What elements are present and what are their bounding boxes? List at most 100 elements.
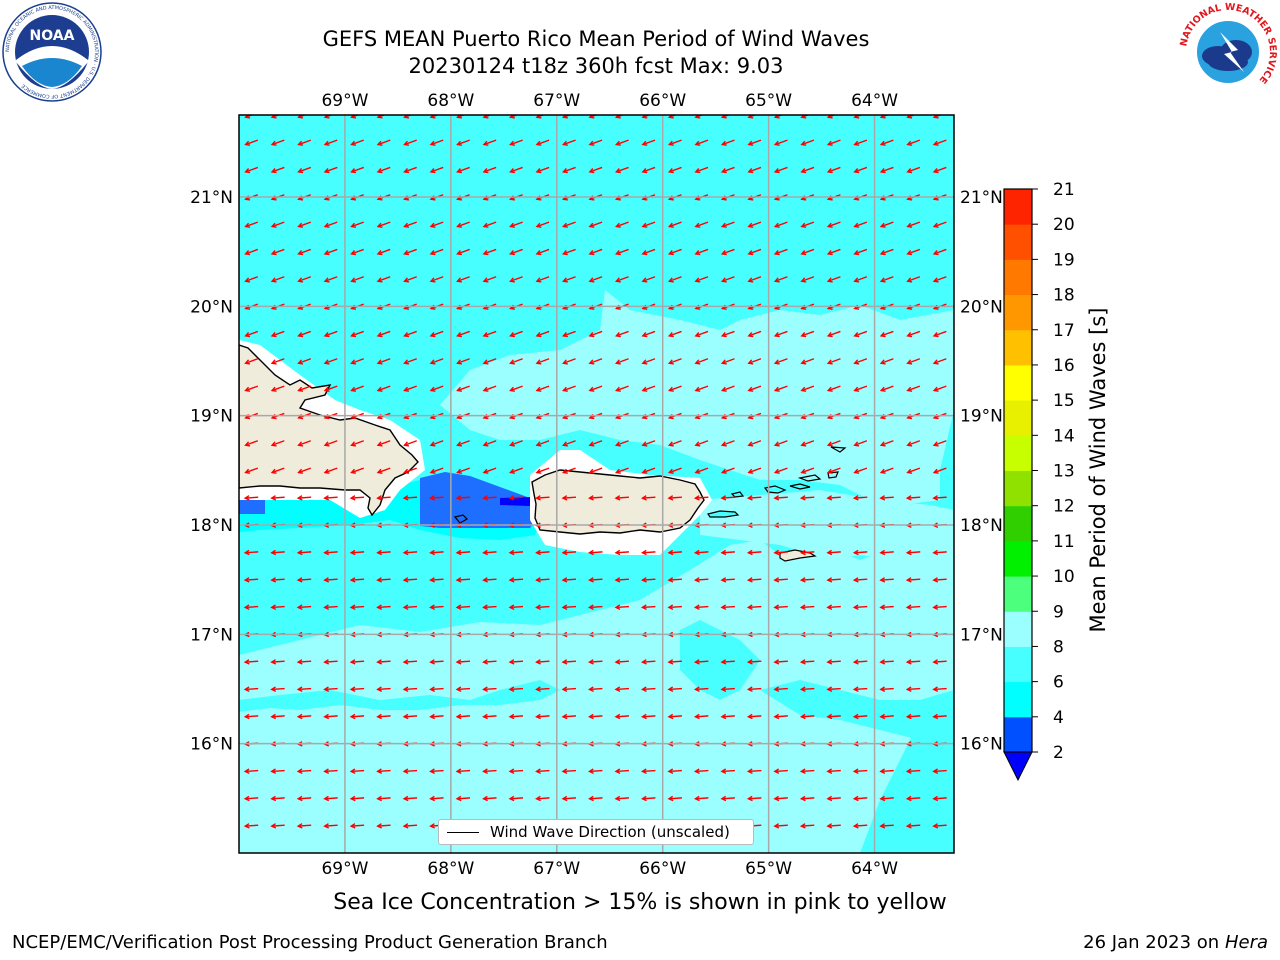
lat-label-right: 20°N <box>960 297 1003 317</box>
direction-arrow <box>614 115 625 119</box>
direction-arrow <box>932 221 947 228</box>
direction-arrow <box>746 549 762 556</box>
lat-label-left: 19°N <box>190 407 233 427</box>
lon-label-top: 67°W <box>533 91 580 111</box>
direction-arrow <box>323 115 334 119</box>
graticule <box>239 115 954 853</box>
direction-arrow <box>614 659 629 665</box>
colorbar-tick-label: 14 <box>1053 426 1075 446</box>
direction-arrow <box>747 358 762 365</box>
direction-arrow <box>773 495 788 501</box>
direction-arrow <box>905 495 921 501</box>
direction-arrow <box>694 166 709 174</box>
direction-arrow <box>720 577 735 583</box>
direction-arrow <box>773 440 788 447</box>
direction-arrow <box>429 276 444 283</box>
direction-arrow <box>562 221 576 228</box>
colorbar-tick-label: 16 <box>1053 356 1075 376</box>
direction-arrow <box>588 467 603 474</box>
direction-arrow <box>270 577 285 583</box>
direction-arrow <box>561 795 577 802</box>
direction-arrow <box>350 221 364 228</box>
direction-arrow <box>509 467 523 474</box>
direction-arrow <box>350 248 364 256</box>
direction-arrow <box>562 467 576 474</box>
direction-arrow <box>826 495 841 501</box>
anegada-island <box>830 446 847 453</box>
direction-arrow <box>667 166 682 174</box>
direction-arrow <box>694 276 709 283</box>
direction-arrow <box>323 495 338 501</box>
colorbar-tick-label: 2 <box>1053 743 1064 763</box>
direction-arrow <box>535 166 550 174</box>
direction-arrow <box>773 166 788 174</box>
direction-arrow <box>720 139 735 146</box>
direction-arrow <box>826 577 841 583</box>
direction-arrow <box>535 330 550 338</box>
direction-arrow <box>800 221 815 228</box>
direction-arrow <box>376 795 391 802</box>
direction-arrow <box>456 467 470 474</box>
direction-arrow <box>747 139 762 146</box>
direction-arrow <box>641 276 656 283</box>
direction-arrow <box>509 166 523 174</box>
direction-arrow <box>456 440 470 447</box>
colorbar-tick-label: 10 <box>1053 567 1075 587</box>
direction-arrow <box>402 768 418 774</box>
direction-arrow <box>800 385 815 392</box>
direction-arrow <box>667 358 682 365</box>
direction-arrow <box>800 115 810 119</box>
direction-arrow <box>509 358 523 365</box>
direction-arrow <box>535 467 550 474</box>
direction-arrow <box>905 577 921 583</box>
tortola-island <box>797 474 822 482</box>
direction-arrow <box>535 768 550 774</box>
lon-label-top: 64°W <box>851 91 898 111</box>
direction-arrow <box>879 166 894 174</box>
direction-arrow <box>350 166 364 174</box>
direction-arrow <box>562 440 576 447</box>
direction-arrow <box>932 713 947 720</box>
direction-arrow <box>243 495 259 501</box>
direction-arrow <box>323 549 338 556</box>
direction-arrow <box>773 686 788 692</box>
direction-arrow <box>588 577 603 583</box>
lat-label-right: 16°N <box>960 735 1003 755</box>
direction-arrow <box>508 549 524 556</box>
direction-arrow <box>905 795 921 802</box>
direction-arrow <box>296 659 312 665</box>
direction-arrow <box>508 495 524 501</box>
direction-arrow <box>826 768 841 774</box>
colorbar-under-extension <box>1003 751 1033 782</box>
direction-arrow <box>508 659 524 665</box>
direction-arrow <box>323 330 338 338</box>
direction-arrow <box>535 221 550 228</box>
direction-arrow <box>349 659 365 665</box>
direction-arrow <box>852 823 868 829</box>
direction-arrow <box>455 686 471 692</box>
direction-arrow <box>932 467 947 474</box>
direction-arrow <box>509 276 523 283</box>
direction-arrow <box>773 713 788 720</box>
direction-arrow <box>826 358 841 365</box>
direction-arrow <box>826 795 841 802</box>
direction-arrow <box>879 221 894 228</box>
direction-arrow <box>323 440 338 447</box>
direction-arrow <box>403 330 417 338</box>
direction-arrow <box>694 330 709 338</box>
direction-arrow <box>535 659 550 665</box>
direction-arrow <box>562 115 572 119</box>
direction-arrow <box>296 768 312 774</box>
direction-arrow <box>403 276 417 283</box>
noaa-logo: NOAA NATIONAL OCEANIC AND ATMOSPHERIC AD… <box>2 2 102 102</box>
direction-arrow <box>482 604 497 610</box>
direction-arrow <box>641 115 651 119</box>
direction-arrow <box>747 221 762 228</box>
direction-arrow <box>588 713 603 720</box>
direction-arrow <box>535 115 546 119</box>
direction-arrow <box>429 440 444 447</box>
direction-arrow <box>482 440 497 447</box>
chart-title: GEFS MEAN Puerto Rico Mean Period of Win… <box>322 27 870 51</box>
direction-arrow <box>402 795 418 802</box>
